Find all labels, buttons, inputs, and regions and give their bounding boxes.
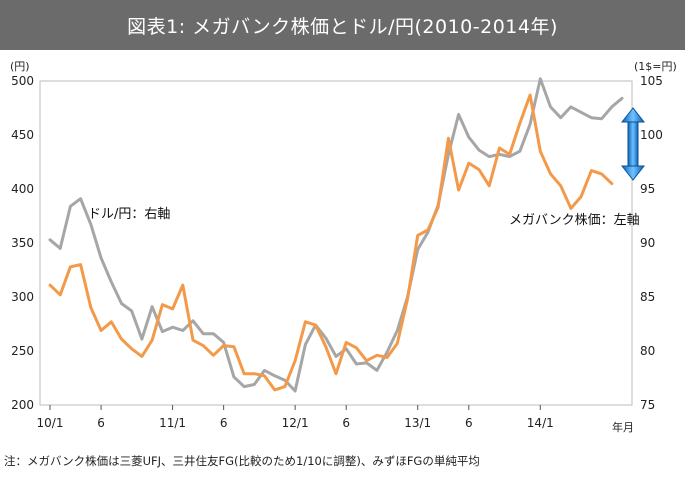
x-tick-label: 6 bbox=[97, 416, 105, 430]
x-axis-unit: 年月 bbox=[612, 420, 634, 434]
line-chart: (円) (1$=円) 年月 200 250 300 350 400 450 500 75 80… bbox=[10, 60, 677, 434]
left-axis-ticks: 200 250 300 350 400 450 500 bbox=[11, 74, 34, 412]
right-tick-label: 80 bbox=[640, 344, 655, 358]
left-axis-unit: (円) bbox=[10, 60, 30, 73]
chart-title: 図表1: メガバンク株価とドル/円(2010-2014年) bbox=[0, 0, 685, 50]
usd-jpy-annotation: ドル/円：右軸 bbox=[88, 207, 170, 222]
left-tick-label: 300 bbox=[11, 290, 34, 304]
footnote: 注：メガバンク株価は三菱UFJ、三井住友FG(比較のため1/10に調整)、みずほ… bbox=[4, 454, 480, 468]
left-tick-label: 250 bbox=[11, 344, 34, 358]
bank-stock-annotation: メガバンク株価：左軸 bbox=[509, 213, 640, 228]
x-tick-label: 11/1 bbox=[159, 416, 186, 430]
right-tick-label: 105 bbox=[640, 74, 663, 88]
right-tick-label: 100 bbox=[640, 128, 663, 142]
x-tick-label: 14/1 bbox=[527, 416, 554, 430]
x-tick-label: 10/1 bbox=[37, 416, 64, 430]
left-tick-label: 500 bbox=[11, 74, 34, 88]
x-tick-label: 6 bbox=[220, 416, 228, 430]
right-tick-label: 95 bbox=[640, 182, 655, 196]
left-tick-label: 350 bbox=[11, 236, 34, 250]
x-tick-label: 13/1 bbox=[404, 416, 431, 430]
left-tick-label: 200 bbox=[11, 398, 34, 412]
x-tick-label: 6 bbox=[465, 416, 473, 430]
left-tick-label: 400 bbox=[11, 182, 34, 196]
right-tick-label: 75 bbox=[640, 398, 655, 412]
right-tick-label: 90 bbox=[640, 236, 655, 250]
series-layer bbox=[48, 77, 624, 393]
left-tick-label: 450 bbox=[11, 128, 34, 142]
double-arrow-icon bbox=[620, 107, 646, 181]
bank-stock-line bbox=[48, 93, 614, 392]
x-tick-label: 6 bbox=[342, 416, 350, 430]
x-tick-label: 12/1 bbox=[282, 416, 309, 430]
x-axis-ticks: 10/1 6 11/1 6 12/1 6 13/1 6 14/1 bbox=[37, 405, 554, 430]
plot-frame bbox=[39, 80, 633, 406]
usd-jpy-line bbox=[48, 77, 624, 393]
right-axis-ticks: 75 80 85 90 95 100 105 bbox=[640, 74, 663, 412]
right-tick-label: 85 bbox=[640, 290, 655, 304]
chart-area: (円) (1$=円) 年月 200 250 300 350 400 450 500 75 80… bbox=[0, 50, 685, 476]
right-axis-unit: (1$=円) bbox=[634, 60, 677, 73]
